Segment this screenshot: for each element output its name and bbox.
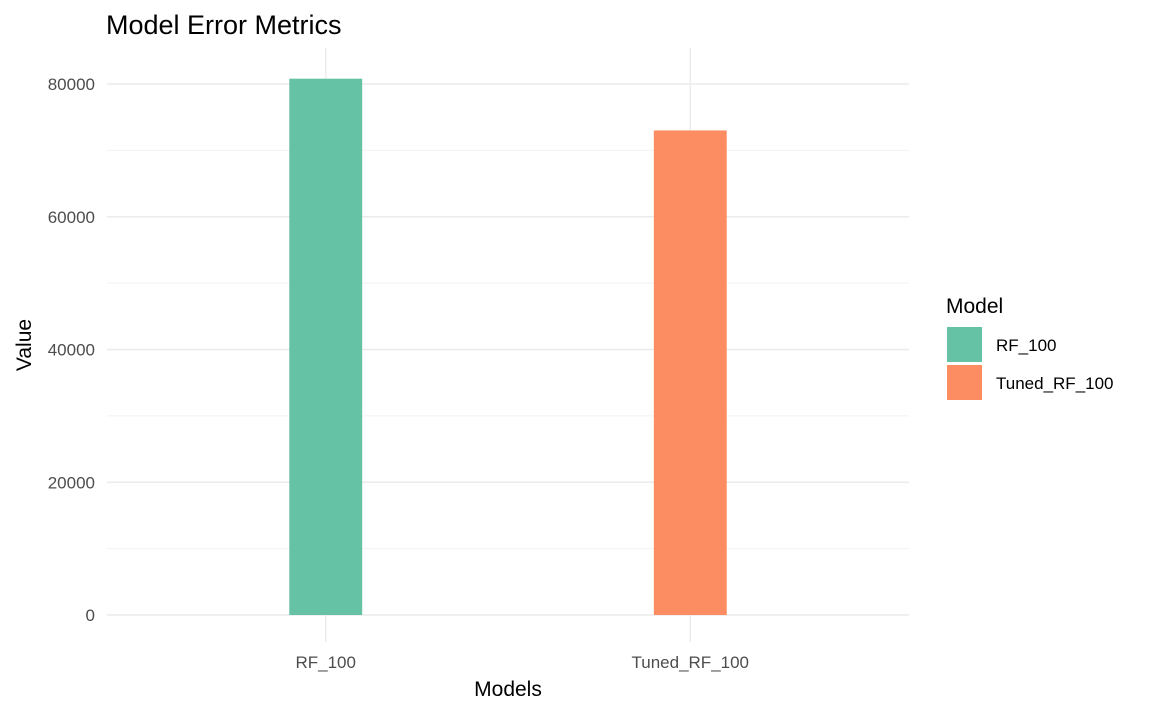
y-tick-label: 0 xyxy=(86,606,95,625)
x-axis-title: Models xyxy=(474,678,542,701)
x-tick-label: RF_100 xyxy=(295,653,355,672)
y-tick-label: 60000 xyxy=(48,208,95,227)
legend-label: RF_100 xyxy=(996,336,1056,355)
y-tick-label: 40000 xyxy=(48,341,95,360)
y-axis-ticks: 0 20000 40000 60000 80000 xyxy=(48,75,95,625)
y-axis-title: Value xyxy=(13,319,36,371)
y-tick-label: 80000 xyxy=(48,75,95,94)
legend-label: Tuned_RF_100 xyxy=(996,374,1114,393)
legend-title: Model xyxy=(946,295,1003,318)
legend-items: RF_100 Tuned_RF_100 xyxy=(947,327,1114,400)
x-tick-label: Tuned_RF_100 xyxy=(632,653,750,672)
legend-swatch xyxy=(947,327,982,362)
legend-swatch xyxy=(947,365,982,400)
plot-grid xyxy=(107,48,909,642)
y-tick-label: 20000 xyxy=(48,473,95,492)
chart-title: Model Error Metrics xyxy=(106,10,342,40)
x-axis-ticks: RF_100 Tuned_RF_100 xyxy=(295,653,749,672)
bar-rf-100 xyxy=(289,78,363,615)
bar-tuned-rf-100 xyxy=(653,130,727,615)
bars xyxy=(289,78,727,615)
legend: Model RF_100 Tuned_RF_100 xyxy=(946,295,1114,400)
